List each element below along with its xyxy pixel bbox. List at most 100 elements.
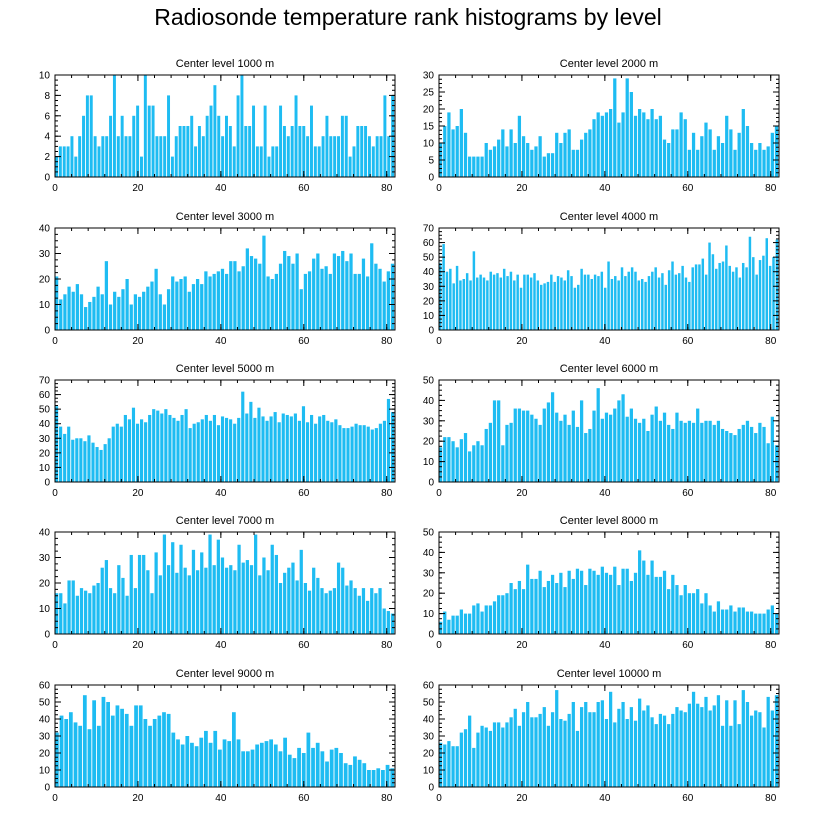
histogram-bar (133, 294, 138, 330)
panel-title: Center level 1000 m (176, 58, 274, 70)
histogram-bar (241, 562, 245, 634)
histogram-bar (625, 568, 629, 634)
histogram-bar (175, 572, 179, 634)
histogram-bar (443, 744, 447, 787)
histogram-bar (459, 109, 463, 177)
histogram-bar (754, 613, 758, 634)
histogram-bar (640, 279, 644, 330)
histogram-bar (542, 707, 546, 787)
y-tick-label: 60 (39, 681, 51, 692)
histogram-bar (555, 412, 559, 482)
histogram-bar (270, 279, 274, 330)
y-tick-label: 70 (39, 376, 51, 387)
histogram-bar (694, 264, 698, 330)
histogram-bar (546, 402, 551, 482)
histogram-bar (283, 572, 287, 634)
histogram-bar (654, 576, 658, 634)
histogram-bar (741, 109, 745, 177)
histogram-bar (338, 425, 342, 482)
histogram-bar (679, 420, 683, 482)
histogram-bar (553, 281, 556, 330)
y-tick-label: 50 (423, 528, 435, 539)
histogram-panel: Center level 3000 m 0 20 40 60 80 0 10 20 30 40 (39, 211, 396, 347)
histogram-bar (374, 593, 378, 634)
histogram-bar (667, 724, 671, 787)
histogram-bar (741, 607, 745, 634)
histogram-bar (183, 276, 187, 330)
histogram-bar (143, 75, 147, 177)
histogram-bar (341, 567, 345, 634)
histogram-bar (617, 400, 621, 482)
histogram-bar (509, 129, 513, 177)
histogram-bar (579, 400, 584, 482)
histogram-bar (382, 608, 386, 634)
histogram-bar (225, 417, 229, 482)
histogram-bar (55, 276, 59, 330)
histogram-bar (136, 105, 140, 177)
histogram-bar (484, 428, 488, 482)
histogram-bar (523, 274, 526, 330)
histogram-bar (225, 115, 228, 177)
x-tick-label: 20 (516, 183, 528, 194)
histogram-bar (305, 422, 310, 482)
histogram-bar (439, 742, 443, 787)
y-tick-label: 30 (423, 732, 435, 743)
histogram-bar (675, 707, 679, 787)
histogram-bar (271, 146, 275, 177)
histogram-bar (116, 136, 120, 177)
histogram-bar (150, 593, 154, 634)
histogram-bar (227, 741, 232, 787)
histogram-bar (488, 149, 493, 177)
histogram-bar (249, 565, 254, 634)
histogram-bar (168, 414, 172, 482)
histogram-bar (75, 284, 79, 330)
histogram-bar (166, 289, 171, 330)
histogram-panel: Center level 10000 m 0 20 40 60 80 0 10 20 30 40 50… (423, 668, 780, 804)
histogram-bar (216, 425, 221, 482)
y-tick-label: 5 (428, 156, 434, 167)
histogram-bar (575, 149, 580, 177)
histogram-bar (658, 420, 663, 482)
x-tick-label: 80 (765, 793, 777, 804)
histogram-bar (287, 754, 292, 787)
histogram-bar (378, 268, 382, 330)
histogram-bar (357, 595, 361, 634)
x-tick-label: 40 (215, 183, 227, 194)
histogram-bar (360, 126, 364, 177)
histogram-bar (249, 256, 254, 330)
histogram-bar (332, 588, 337, 634)
histogram-bar (390, 263, 395, 330)
histogram-bar (164, 409, 168, 482)
histogram-bar (624, 276, 627, 330)
histogram-bar (662, 139, 667, 177)
y-tick-label: 10 (39, 300, 51, 311)
histogram-bar (646, 574, 650, 634)
histogram-bar (596, 112, 600, 177)
histogram-bar (609, 414, 613, 482)
histogram-bar (684, 277, 688, 330)
histogram-bar (196, 422, 200, 482)
histogram-bar (147, 105, 151, 177)
histogram-bar (596, 702, 600, 787)
histogram-bar (71, 439, 75, 482)
histogram-bar (600, 418, 604, 482)
histogram-bar (712, 611, 716, 634)
x-tick-label: 80 (765, 183, 777, 194)
histogram-bar (463, 132, 468, 177)
histogram-bar (770, 416, 774, 482)
histogram-bar (346, 428, 350, 482)
histogram-bar (580, 268, 583, 330)
histogram-bar (125, 595, 129, 634)
y-tick-label: 0 (44, 326, 50, 337)
histogram-bar (190, 742, 194, 787)
histogram-bar (120, 115, 124, 177)
histogram-bar (216, 539, 220, 634)
histogram-bar (633, 572, 638, 634)
histogram-bar (593, 274, 597, 330)
histogram-bar (733, 149, 737, 177)
histogram-bar (775, 239, 779, 330)
y-tick-label: 40 (39, 715, 51, 726)
panel-title: Center level 2000 m (560, 58, 658, 70)
histogram-bar (151, 105, 155, 177)
histogram-bar (70, 136, 74, 177)
